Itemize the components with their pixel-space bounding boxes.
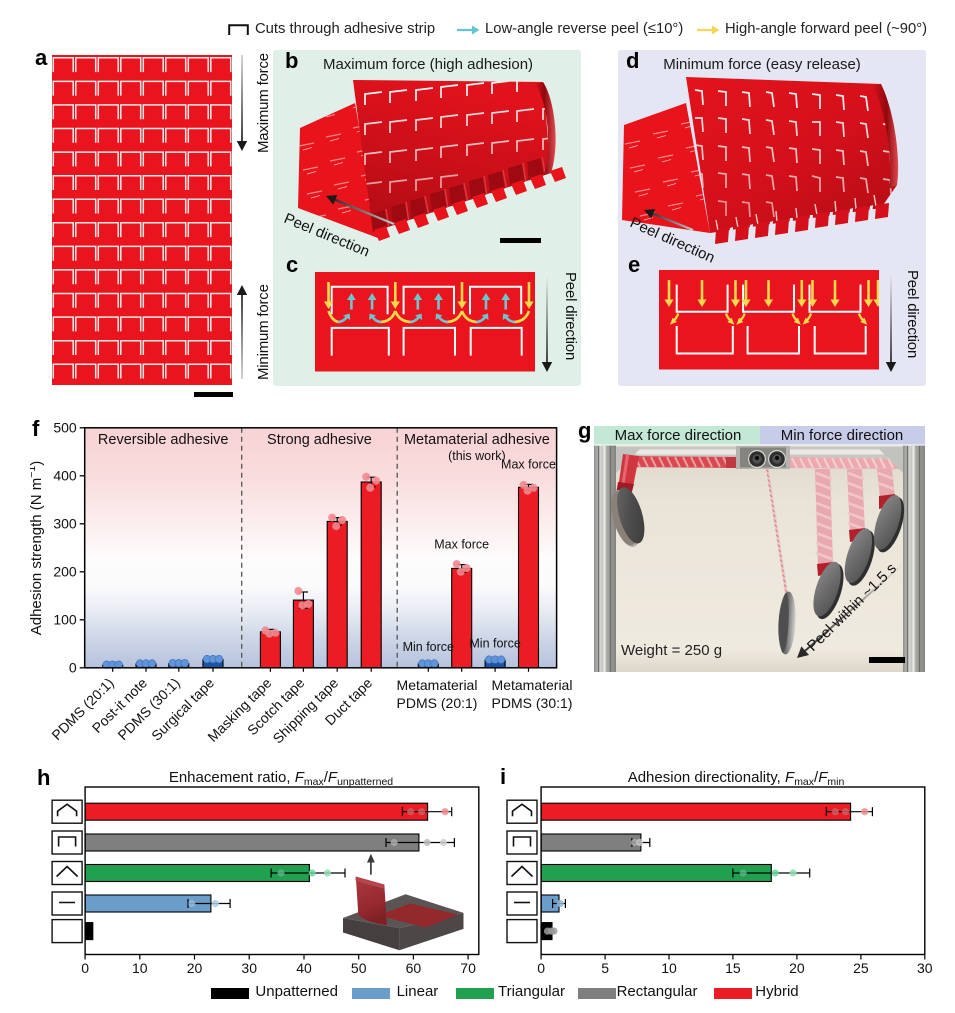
svg-text:Min force: Min force [403,640,454,654]
svg-text:30: 30 [241,960,257,976]
svg-text:25: 25 [853,960,869,976]
svg-text:Max force: Max force [434,537,489,551]
svg-text:Weight = 250 g: Weight = 250 g [621,642,722,659]
svg-text:Max force: Max force [501,458,556,472]
svg-text:60: 60 [406,960,422,976]
svg-text:0: 0 [537,960,545,976]
svg-text:5: 5 [601,960,609,976]
svg-text:20: 20 [187,960,203,976]
svg-text:0: 0 [81,960,89,976]
svg-text:Metamaterial: Metamaterial [397,677,478,693]
svg-text:Enhacement ratio, Fmax/Funpatt: Enhacement ratio, Fmax/Funpatterned [169,769,393,788]
svg-text:Min force: Min force [469,636,520,650]
svg-text:40: 40 [296,960,312,976]
svg-text:Strong adhesive: Strong adhesive [267,432,372,448]
svg-text:20: 20 [789,960,805,976]
svg-text:200: 200 [53,563,77,579]
svg-text:(this work): (this work) [448,449,506,463]
svg-text:PDMS (30:1): PDMS (30:1) [492,695,573,711]
svg-text:400: 400 [53,467,77,483]
svg-text:Min force direction: Min force direction [781,427,904,444]
svg-text:15: 15 [725,960,741,976]
svg-text:50: 50 [351,960,367,976]
svg-text:Metamaterial adhesive: Metamaterial adhesive [404,432,550,448]
svg-text:70: 70 [460,960,476,976]
svg-text:Adhesion strength (N m−1): Adhesion strength (N m−1) [30,461,45,636]
svg-text:100: 100 [53,611,77,627]
svg-text:30: 30 [917,960,933,976]
svg-text:PDMS (20:1): PDMS (20:1) [397,695,478,711]
svg-text:300: 300 [53,515,77,531]
svg-text:Metamaterial: Metamaterial [492,677,573,693]
svg-text:Max force direction: Max force direction [615,427,742,444]
svg-text:10: 10 [661,960,677,976]
svg-text:500: 500 [53,419,77,435]
svg-text:Reversible adhesive: Reversible adhesive [98,432,229,448]
svg-text:Adhesion directionality, Fmax/: Adhesion directionality, Fmax/Fmin [628,769,845,788]
svg-text:0: 0 [69,659,77,675]
svg-text:10: 10 [132,960,148,976]
